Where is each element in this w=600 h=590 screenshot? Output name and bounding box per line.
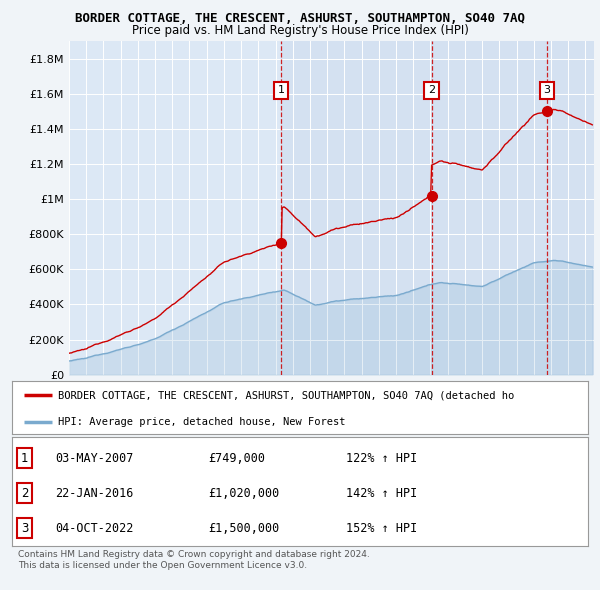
Text: BORDER COTTAGE, THE CRESCENT, ASHURST, SOUTHAMPTON, SO40 7AQ: BORDER COTTAGE, THE CRESCENT, ASHURST, S… — [75, 12, 525, 25]
Text: 04-OCT-2022: 04-OCT-2022 — [55, 522, 134, 535]
Text: £1,500,000: £1,500,000 — [208, 522, 279, 535]
Bar — [547, 41, 594, 375]
Text: 03-MAY-2007: 03-MAY-2007 — [55, 452, 134, 465]
Text: 1: 1 — [278, 86, 285, 96]
Text: £1,020,000: £1,020,000 — [208, 487, 279, 500]
Text: HPI: Average price, detached house, New Forest: HPI: Average price, detached house, New … — [58, 417, 346, 427]
Text: 2: 2 — [21, 487, 28, 500]
Text: 1: 1 — [21, 452, 28, 465]
Text: Contains HM Land Registry data © Crown copyright and database right 2024.: Contains HM Land Registry data © Crown c… — [18, 550, 370, 559]
Text: 122% ↑ HPI: 122% ↑ HPI — [346, 452, 418, 465]
Text: 3: 3 — [543, 86, 550, 96]
Text: 152% ↑ HPI: 152% ↑ HPI — [346, 522, 418, 535]
Text: This data is licensed under the Open Government Licence v3.0.: This data is licensed under the Open Gov… — [18, 560, 307, 569]
Text: BORDER COTTAGE, THE CRESCENT, ASHURST, SOUTHAMPTON, SO40 7AQ (detached ho: BORDER COTTAGE, THE CRESCENT, ASHURST, S… — [58, 391, 514, 401]
Text: 142% ↑ HPI: 142% ↑ HPI — [346, 487, 418, 500]
Text: 3: 3 — [21, 522, 28, 535]
Text: 2: 2 — [428, 86, 435, 96]
Text: £749,000: £749,000 — [208, 452, 265, 465]
Bar — [431, 41, 547, 375]
Text: 22-JAN-2016: 22-JAN-2016 — [55, 487, 134, 500]
Text: Price paid vs. HM Land Registry's House Price Index (HPI): Price paid vs. HM Land Registry's House … — [131, 24, 469, 37]
Bar — [281, 41, 431, 375]
